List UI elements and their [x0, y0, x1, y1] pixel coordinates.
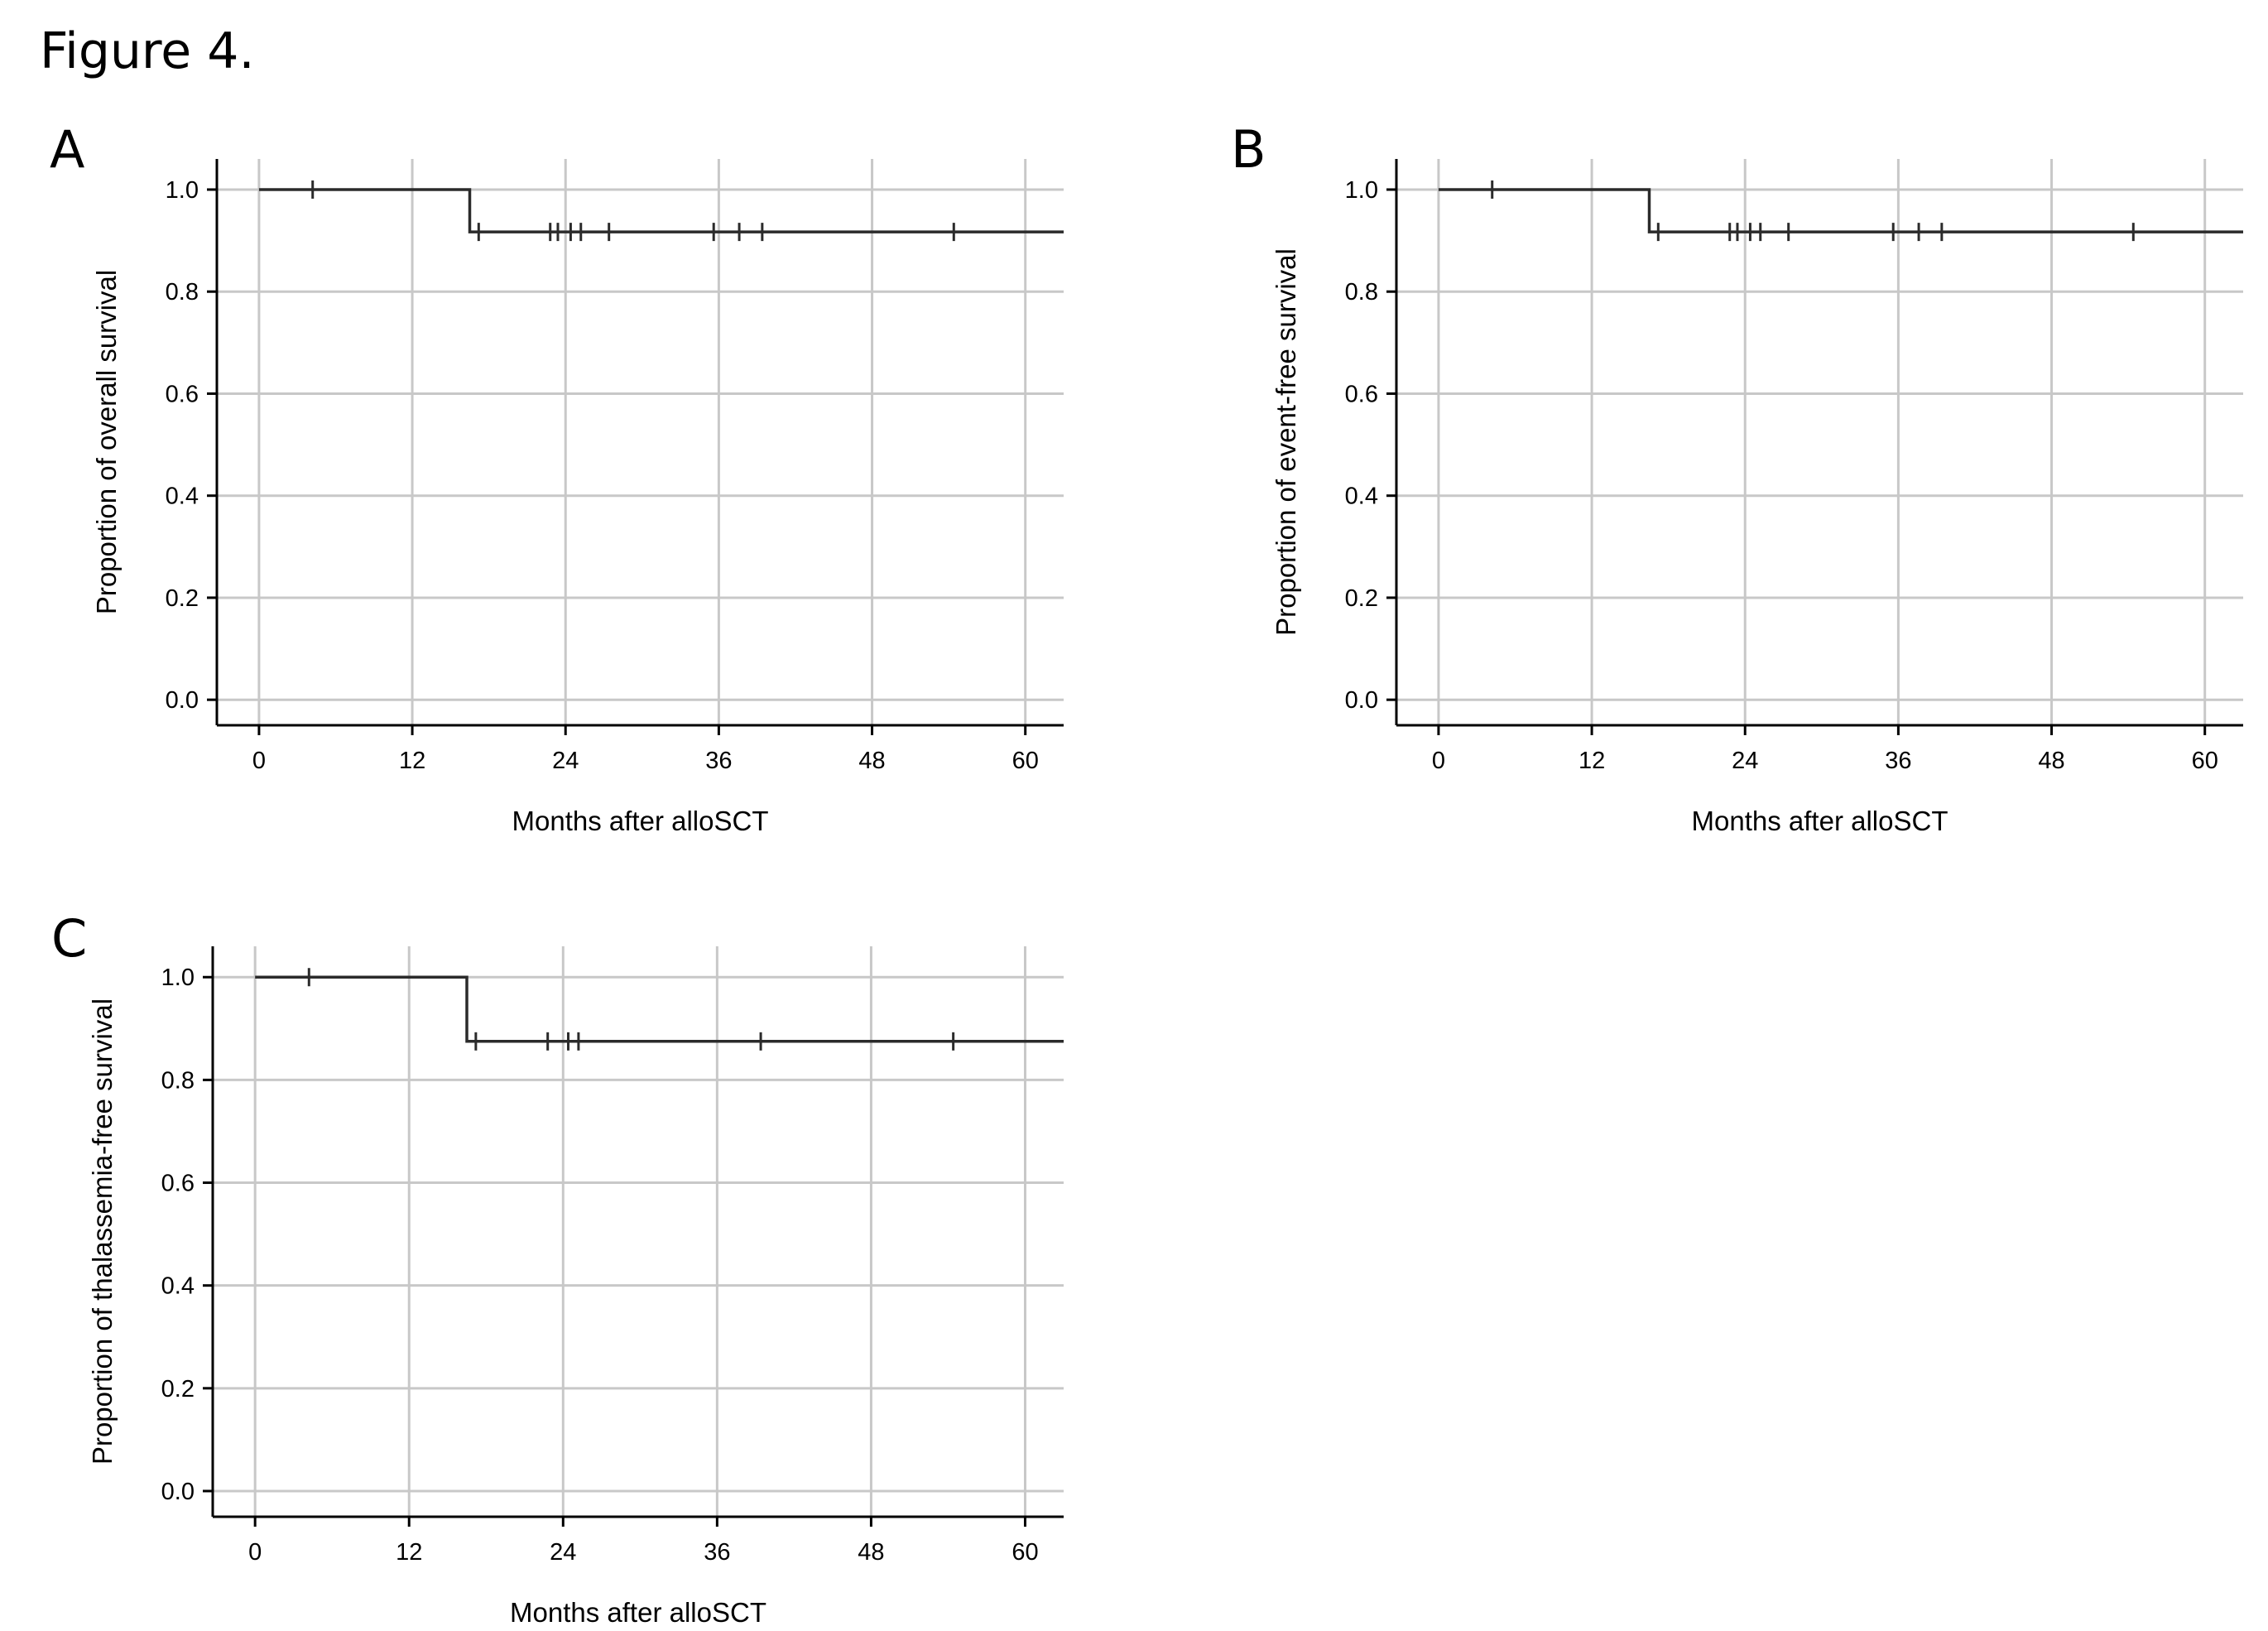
- panel-b-x-tick-label-2: 24: [1732, 748, 1758, 774]
- panel-c-x-tick-label-1: 12: [396, 1539, 422, 1566]
- panel-b: B 0 12 24 36 48 60 0.0 0.2 0.4 0.6 0.8 1.0 Months aft…: [1231, 119, 2243, 836]
- panel-c-y-axis-title: Proportion of thalassemia-free survival: [87, 998, 118, 1465]
- panel-a-y-tick-label-5: 1.0: [166, 177, 199, 204]
- panel-c-y-tick-label-1: 0.2: [161, 1376, 195, 1402]
- panel-a-y-tick-label-2: 0.4: [166, 484, 199, 510]
- panel-b-x-tick-label-1: 12: [1578, 748, 1605, 774]
- panel-b-y-tick-label-0: 0.0: [1345, 687, 1378, 714]
- panel-b-letter: B: [1231, 119, 1266, 180]
- panel-b-x-axis-title: Months after alloSCT: [1692, 806, 1948, 836]
- panel-a-x-tick-label-5: 60: [1012, 748, 1039, 774]
- panel-a-y-tick-label-3: 0.6: [166, 381, 199, 407]
- panel-c-y-tick-label-3: 0.6: [161, 1171, 195, 1197]
- panel-b-survival-curve: [1438, 188, 2243, 233]
- panel-a-x-tick-label-1: 12: [399, 748, 425, 774]
- panel-c-x-tick-label-0: 0: [248, 1539, 262, 1566]
- panel-a-y-axis-title: Proportion of overall survival: [91, 270, 122, 614]
- panel-b-x-tick-label-4: 48: [2038, 748, 2064, 774]
- panel-c: C 0 12 24 36 48 60 0.0 0.2 0.4 0.6 0.8 1.0 Months aft…: [51, 908, 1064, 1628]
- panel-a-y-tick-label-0: 0.0: [166, 687, 199, 714]
- panel-c-x-tick-label-4: 48: [858, 1539, 884, 1566]
- panel-c-x-tick-label-2: 24: [550, 1539, 576, 1566]
- panel-c-survival-curve: [255, 975, 1064, 1043]
- panel-c-x-tick-label-3: 36: [704, 1539, 730, 1566]
- panel-c-y-tick-label-0: 0.0: [161, 1479, 195, 1505]
- figure-title: Figure 4.: [40, 22, 255, 80]
- panel-b-y-axis-title: Proportion of event-free survival: [1271, 248, 1301, 636]
- panel-a-x-tick-label-4: 48: [858, 748, 885, 774]
- panel-a-x-axis-title: Months after alloSCT: [512, 806, 769, 836]
- panel-b-y-tick-label-1: 0.2: [1345, 585, 1378, 612]
- panel-b-y-tick-label-2: 0.4: [1345, 484, 1378, 510]
- panel-a-survival-curve: [258, 188, 1064, 233]
- panel-b-y-tick-label-5: 1.0: [1345, 177, 1378, 204]
- panel-c-y-tick-label-2: 0.4: [161, 1273, 195, 1300]
- panel-a: A 0 12 24 36 48 60 0.0 0.2 0.4 0.6 0.8 1.0 Months aft…: [50, 119, 1064, 836]
- panels: A 0 12 24 36 48 60 0.0 0.2 0.4 0.6 0.8 1.0 Months aft…: [50, 119, 2243, 1628]
- panel-b-x-tick-label-3: 36: [1885, 748, 1911, 774]
- panel-c-x-tick-label-5: 60: [1011, 1539, 1038, 1566]
- panel-a-x-tick-label-3: 36: [705, 748, 732, 774]
- panel-b-x-tick-label-0: 0: [1432, 748, 1445, 774]
- panel-c-y-tick-label-4: 0.8: [161, 1067, 195, 1094]
- panel-b-y-tick-label-3: 0.6: [1345, 381, 1378, 407]
- panel-b-x-tick-label-5: 60: [2192, 748, 2218, 774]
- panel-b-y-tick-label-4: 0.8: [1345, 279, 1378, 306]
- panel-a-y-tick-label-1: 0.2: [166, 585, 199, 612]
- panel-a-x-tick-label-0: 0: [252, 748, 266, 774]
- panel-a-letter: A: [50, 119, 84, 180]
- panel-c-letter: C: [51, 908, 87, 969]
- panel-c-y-tick-label-5: 1.0: [161, 965, 195, 991]
- panel-c-x-axis-title: Months after alloSCT: [510, 1597, 766, 1628]
- panel-a-x-tick-label-2: 24: [552, 748, 579, 774]
- panel-a-y-tick-label-4: 0.8: [166, 279, 199, 306]
